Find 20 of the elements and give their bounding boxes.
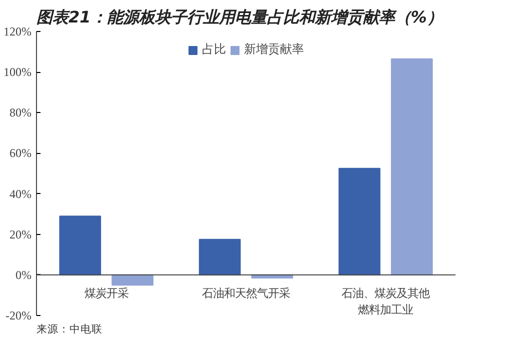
y-tick-label: -20% <box>6 308 32 322</box>
bar <box>59 216 102 276</box>
bar <box>390 58 433 276</box>
y-tick-label: 0% <box>16 268 32 282</box>
bar <box>198 238 241 276</box>
bar <box>112 274 154 286</box>
source-note: 来源：中电联 <box>36 322 102 336</box>
y-tick-label: 60% <box>10 146 32 160</box>
y-tick-label: 40% <box>10 186 32 201</box>
chart-title: 图表21：能源板块子行业用电量占比和新增贡献率（%） <box>36 8 443 26</box>
y-tick-label: 20% <box>10 227 32 242</box>
y-tick-label: 80% <box>10 106 32 120</box>
legend-label: 新增贡献率 <box>244 41 304 58</box>
legend-label: 占比 <box>202 41 226 58</box>
bar <box>338 168 380 276</box>
x-tick-label: 煤炭开采 <box>84 286 128 300</box>
y-tick-label: 120% <box>4 24 32 38</box>
x-tick-label: 石油和天然气开采 <box>202 286 290 300</box>
x-tick-label: 石油、煤炭及其他燃料加工业 <box>342 286 430 317</box>
y-tick-label: 100% <box>4 65 32 80</box>
